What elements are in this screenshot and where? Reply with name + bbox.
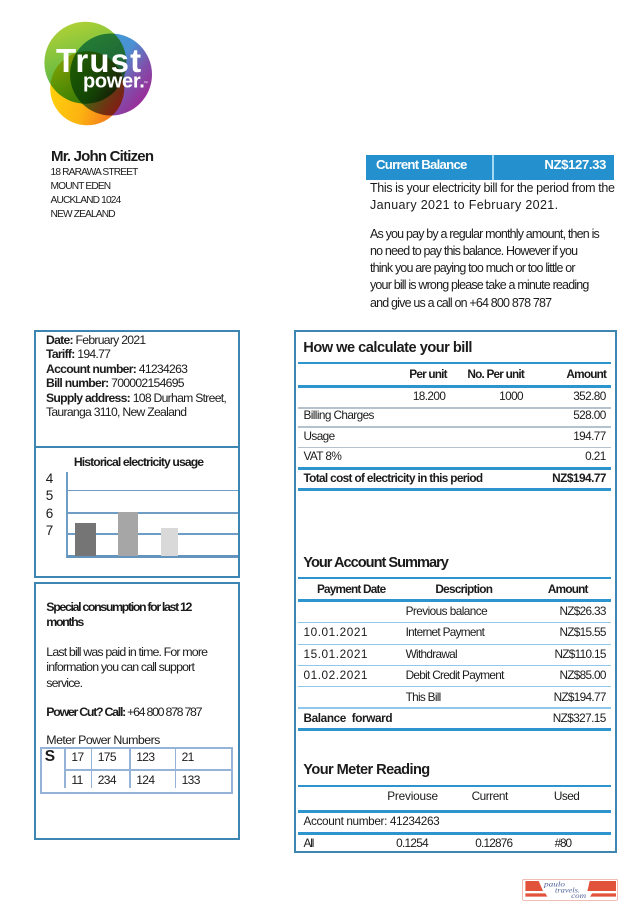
svg-text:™: ™ bbox=[144, 81, 149, 86]
svg-text:paulo: paulo bbox=[543, 880, 566, 889]
svg-text:travels.: travels. bbox=[555, 886, 580, 895]
svg-text:Trust: Trust bbox=[56, 42, 142, 79]
svg-text:power.: power. bbox=[83, 71, 145, 93]
svg-text:com: com bbox=[571, 891, 587, 900]
